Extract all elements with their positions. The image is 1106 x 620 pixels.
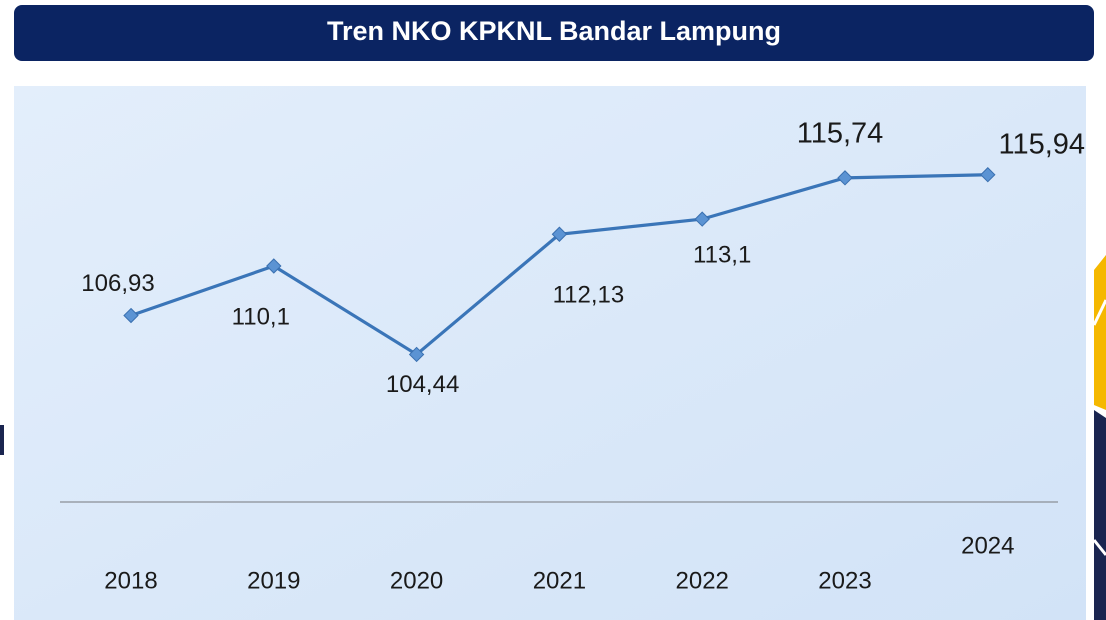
decoration [1092,299,1106,326]
x-tick-label: 2019 [247,567,300,594]
decoration [1094,410,1106,620]
data-label: 115,94 [999,128,1086,160]
x-tick-label: 2024 [961,532,1014,559]
x-tick-label: 2023 [818,567,871,594]
marker [551,226,568,242]
decoration [0,425,4,455]
chart-title: Tren NKO KPKNL Bandar Lampung [327,16,781,46]
marker [837,170,853,186]
x-tick-label: 2018 [104,567,157,594]
marker [980,167,996,183]
plot-background [14,86,1086,620]
data-label: 113,1 [693,241,751,268]
marker [266,258,282,274]
decoration [1094,255,1106,410]
data-label: 104,44 [386,371,459,398]
title-bar [14,5,1094,61]
data-label: 106,93 [81,270,154,297]
decoration [1092,539,1106,556]
x-tick-label: 2021 [533,567,586,594]
marker [694,211,710,227]
marker [123,307,139,324]
data-label: 112,13 [553,282,625,309]
marker [408,346,425,363]
data-label: 115,74 [797,117,884,149]
x-tick-label: 2022 [676,567,729,594]
x-tick-label: 2020 [390,567,443,594]
data-label: 110,1 [232,303,290,330]
